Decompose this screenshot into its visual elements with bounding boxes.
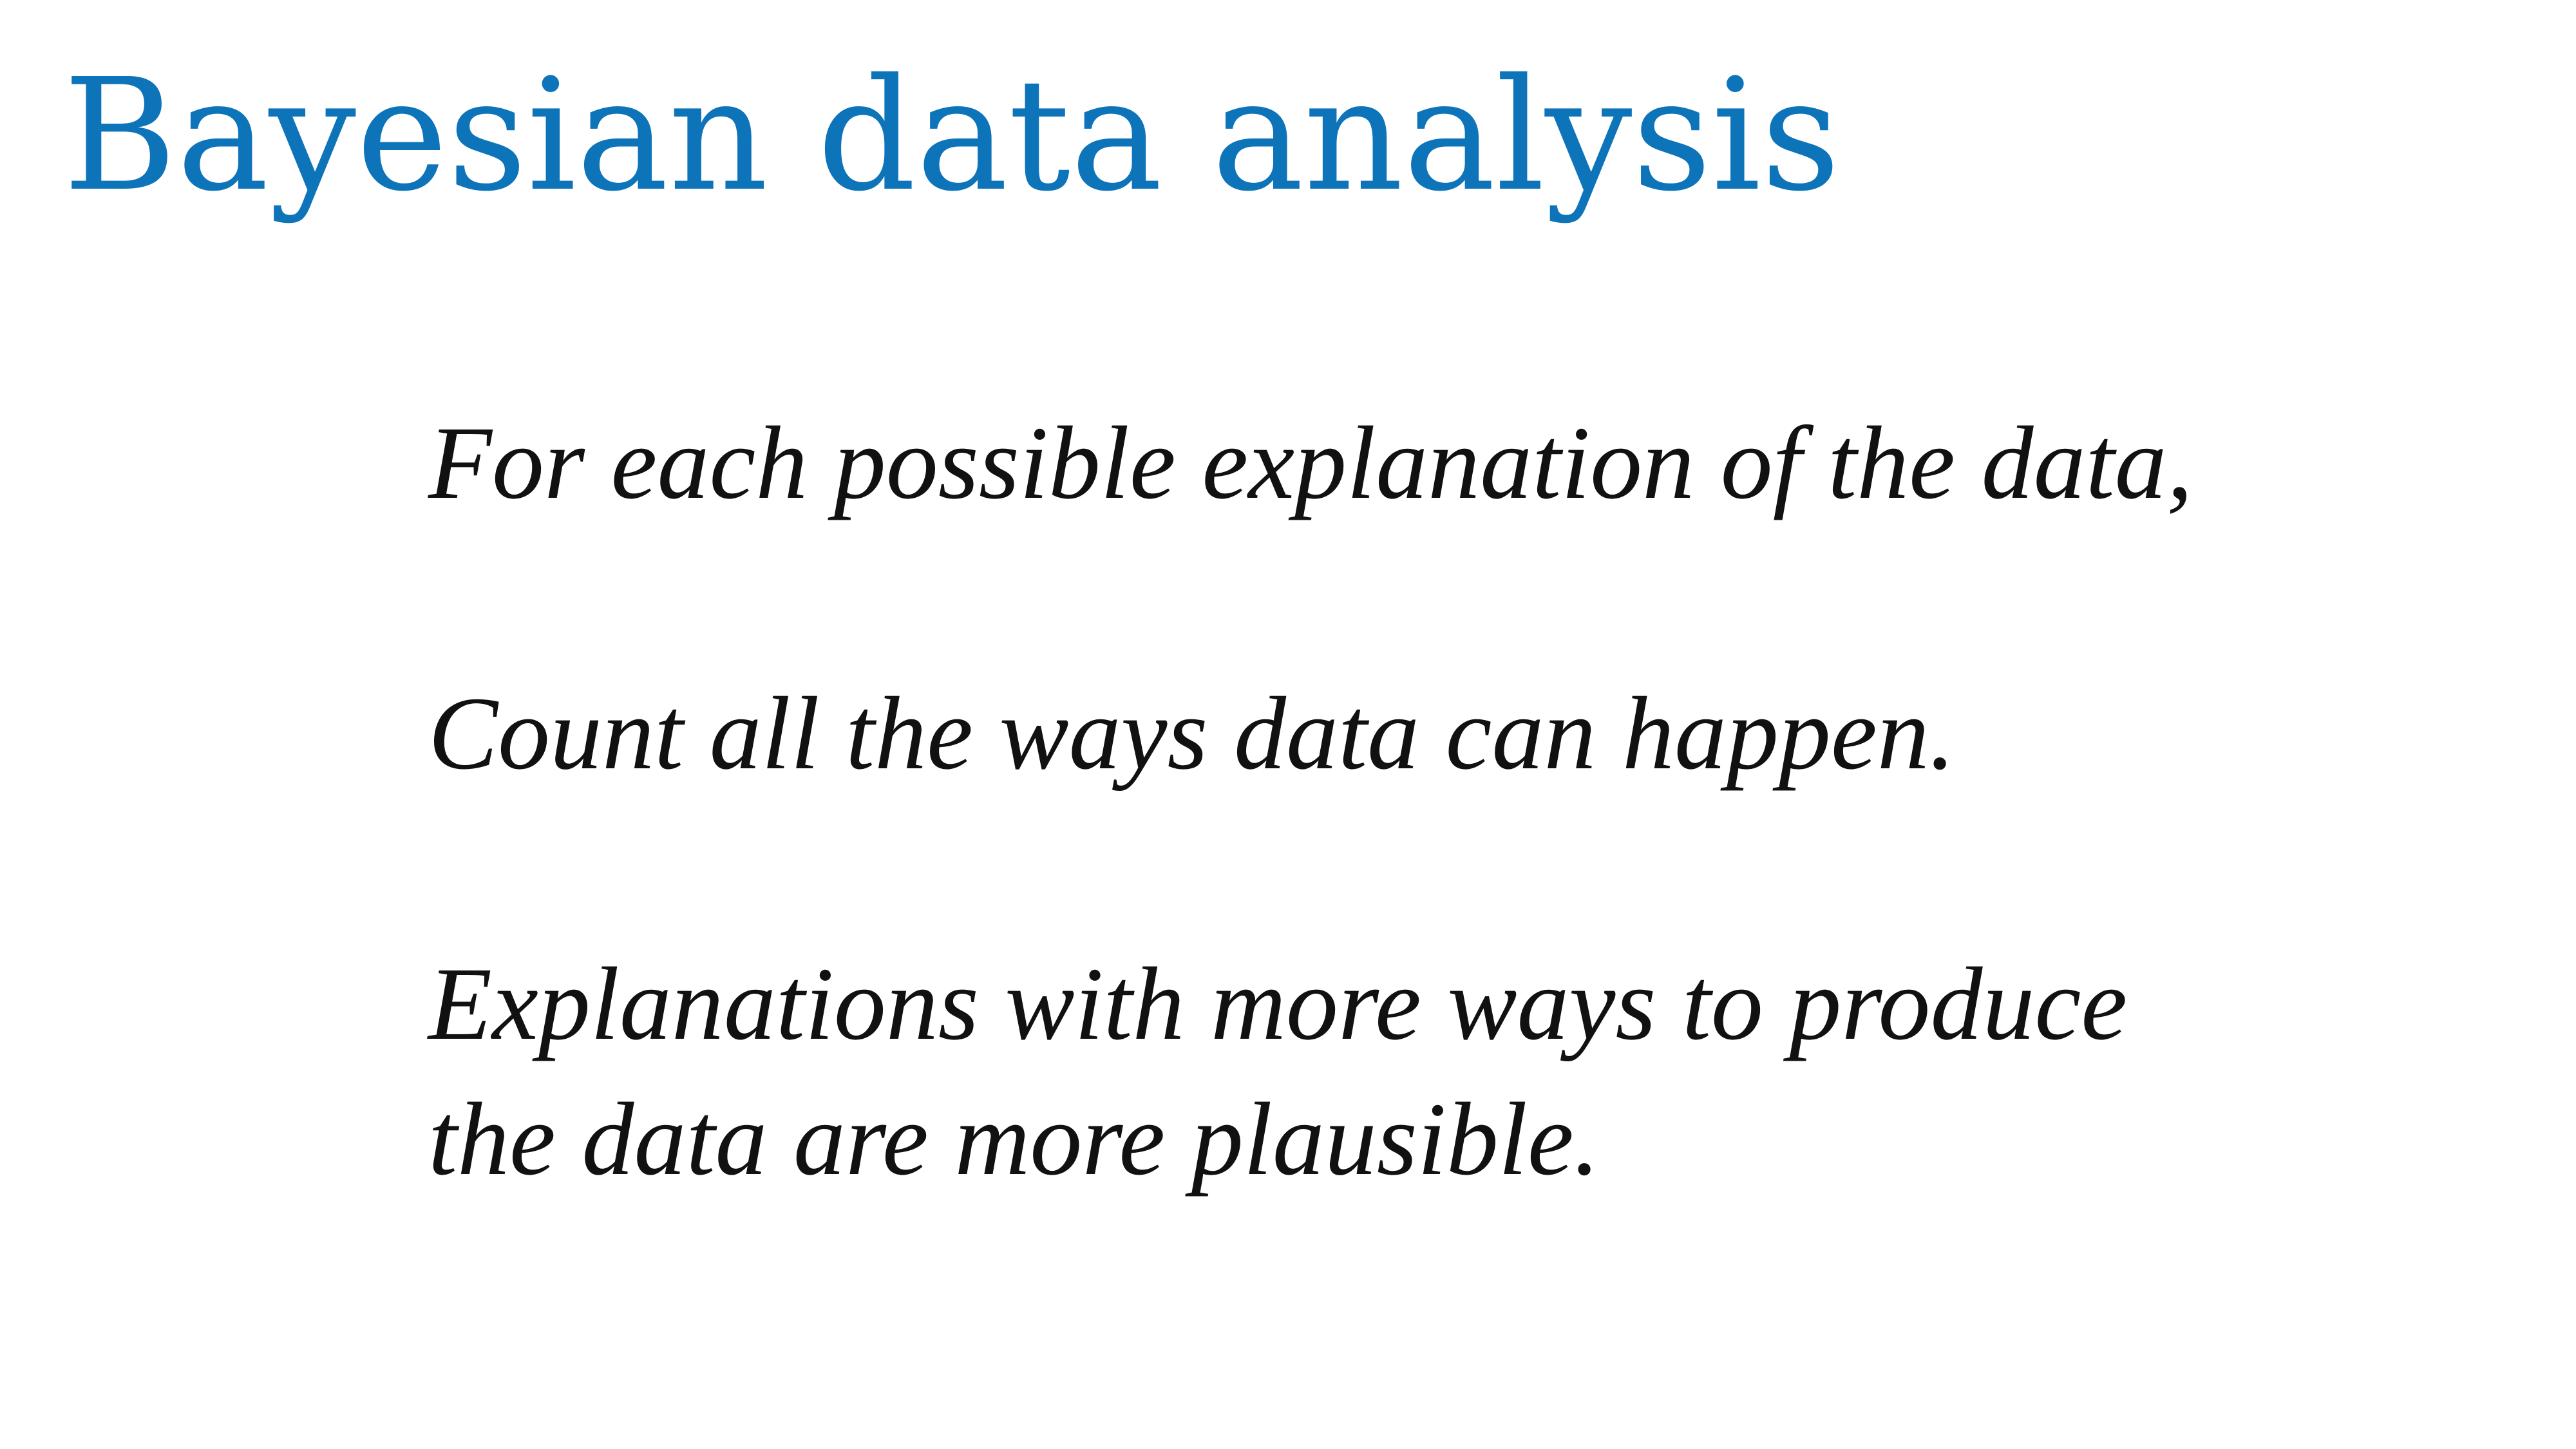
slide-title: Bayesian data analysis: [63, 45, 1841, 225]
body-line-plausible-1: Explanations with more ways to produce: [428, 947, 2128, 1062]
body-line-explanation: For each possible explanation of the dat…: [428, 406, 2193, 521]
body-line-count: Count all the ways data can happen.: [428, 676, 1956, 791]
body-line-plausible-2: the data are more plausible.: [428, 1082, 1600, 1197]
body-paragraph-plausible: Explanations with more ways to produce t…: [428, 937, 2489, 1208]
slide-body: For each possible explanation of the dat…: [428, 396, 2489, 1208]
